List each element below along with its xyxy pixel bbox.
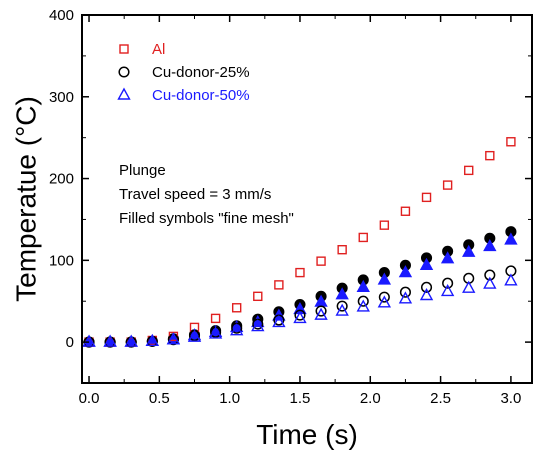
series-al <box>84 137 516 347</box>
chart-marks <box>82 137 518 348</box>
y-axis-ticks: 0 100 200 300 400 <box>49 7 532 384</box>
annotation-block: Plunge Travel speed = 3 mm/s Filled symbol… <box>119 162 294 227</box>
annotation-line: Filled symbols "fine mesh" <box>119 210 294 227</box>
x-tick-label: 0.0 <box>79 390 100 407</box>
data-point <box>400 206 411 216</box>
y-tick-label: 0 <box>66 334 74 351</box>
data-point <box>251 319 265 332</box>
x-tick-label: 2.5 <box>430 390 451 407</box>
data-point <box>419 288 434 301</box>
annotation-line: Plunge <box>119 162 166 179</box>
plot-frame <box>81 14 533 384</box>
data-point <box>442 277 454 289</box>
x-tick-label: 2.0 <box>360 390 381 407</box>
data-point <box>272 315 286 328</box>
data-point <box>82 334 96 347</box>
legend: Al Cu-donor-25% Cu-donor-50% <box>117 41 250 104</box>
data-point <box>504 232 518 245</box>
data-point <box>485 150 495 161</box>
legend-marker <box>117 87 131 100</box>
data-point <box>440 283 455 297</box>
x-tick-label: 3.0 <box>500 390 521 407</box>
data-point <box>295 267 305 278</box>
data-point <box>294 309 306 321</box>
data-point <box>420 281 433 293</box>
data-point <box>356 299 370 312</box>
data-point <box>398 291 413 304</box>
data-point <box>419 257 434 270</box>
data-point <box>358 232 368 243</box>
data-point <box>377 272 392 285</box>
data-point <box>464 165 474 176</box>
data-point <box>335 287 349 300</box>
x-tick-label: 0.5 <box>149 390 170 407</box>
data-point <box>357 295 369 307</box>
data-point <box>253 291 263 302</box>
data-point <box>399 286 411 298</box>
legend-marker <box>119 44 129 54</box>
data-point <box>316 256 326 266</box>
data-point <box>462 244 476 257</box>
data-point <box>462 280 476 293</box>
legend-label: Cu-donor-50% <box>152 87 250 104</box>
y-tick-label: 400 <box>49 7 74 24</box>
data-point <box>421 192 432 203</box>
data-point <box>504 273 518 286</box>
data-point <box>166 332 181 345</box>
data-point <box>506 137 516 147</box>
data-point <box>230 323 244 336</box>
data-point <box>314 307 328 320</box>
data-point <box>335 303 349 316</box>
data-point <box>274 280 284 290</box>
y-tick-label: 200 <box>49 171 74 188</box>
data-point <box>293 310 307 324</box>
data-point <box>398 265 413 278</box>
data-point <box>379 220 390 230</box>
legend-marker <box>118 66 130 78</box>
data-point <box>124 334 138 347</box>
x-tick-label: 1.0 <box>219 390 240 407</box>
x-tick-label: 1.5 <box>290 390 311 407</box>
data-point <box>378 291 390 303</box>
x-axis-title: Time (s) <box>256 419 358 450</box>
y-tick-label: 100 <box>49 252 74 269</box>
data-point <box>145 333 159 346</box>
data-point <box>336 300 348 312</box>
x-axis-ticks: 0.0 0.5 1.0 1.5 2.0 2.5 3.0 <box>79 15 521 407</box>
data-point <box>442 180 453 190</box>
data-point <box>103 334 117 347</box>
data-point <box>356 279 370 293</box>
series-cu-donor-50- <box>82 273 518 347</box>
data-point <box>208 326 223 339</box>
legend-label: Cu-donor-25% <box>152 64 250 81</box>
data-point <box>440 251 455 264</box>
data-point <box>231 303 242 313</box>
data-point <box>315 305 327 317</box>
data-point <box>484 269 496 281</box>
y-tick-label: 300 <box>49 89 74 106</box>
y-axis-title: Temperatue (°C) <box>10 96 41 302</box>
legend-label: Al <box>152 41 165 58</box>
data-point <box>483 276 497 289</box>
data-point <box>483 238 497 252</box>
data-point <box>337 245 347 255</box>
data-point <box>210 313 221 324</box>
data-point <box>377 295 392 308</box>
data-point <box>187 329 202 342</box>
annotation-line: Travel speed = 3 mm/s <box>119 186 271 203</box>
